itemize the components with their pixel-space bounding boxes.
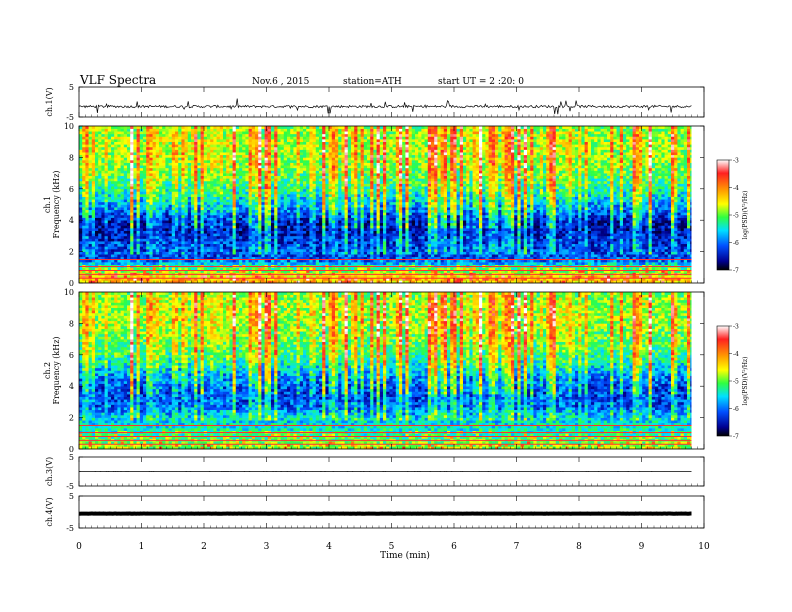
x-tick-label: 10 [698,542,710,552]
x-axis-label: Time (min) [380,550,430,561]
start-time-label: start UT = 2 :20: 0 [438,77,524,87]
colorbar-ch2-gradient [717,326,729,436]
ch1-spectrogram-ytick-label: 0 [69,279,74,288]
ch1-waveform-ytick-label: -5 [66,113,74,122]
colorbar-tick-label: -7 [733,434,739,441]
colorbar-tick-label: -7 [733,268,739,275]
colorbar-tick-label: -4 [733,185,739,192]
panel-ch1-spectrogram: 0 2 4 6 8 10 ch.1 Frequency (kHz) [43,122,704,288]
ch4-waveform-ytick-label: 5 [69,492,74,501]
ch1-waveform-ylabel: ch.1(V) [45,87,54,116]
ch1-waveform-ytick-label: 5 [69,83,74,92]
ch2-spectrogram-ylabel: Frequency (kHz) [52,336,61,404]
colorbar-ch1-gradient [717,160,729,270]
ch3-waveform-ytick-label: -5 [66,482,74,491]
ch1-spectrogram-channel-label: ch.1 [43,196,52,213]
ch1-spectrogram-empty-region [692,126,705,283]
x-tick-label: 4 [326,542,332,552]
date-label: Nov.6 , 2015 [252,77,310,87]
colorbar-tick-label: -4 [733,351,739,358]
ch3-waveform-ytick-label: 5 [69,453,74,462]
x-tick-label: 5 [389,542,395,552]
colorbar-ch1: log(PSD)(V²/Hz) -3 -4 -5 -6 -7 [717,158,749,275]
ch1-spectrogram-ylabel: Frequency (kHz) [52,170,61,238]
panel-ch4-waveform: 5 -5 ch.4(V) [45,492,704,533]
colorbar-tick-label: -5 [733,379,739,386]
ch4-waveform-ylabel: ch.4(V) [45,497,54,526]
x-tick-label: 9 [639,542,645,552]
colorbar-tick-label: -6 [733,406,739,413]
x-tick-label: 2 [201,542,207,552]
x-tick-label: 1 [139,542,145,552]
x-tick-label: 8 [576,542,582,552]
colorbar-tick-label: -3 [733,324,739,331]
ch2-spectrogram-ytick-label: 6 [69,351,74,360]
ch1-spectrogram-ytick-label: 8 [69,153,74,162]
ch1-waveform-trace [79,99,692,115]
ch4-waveform-ytick-label: -5 [66,524,74,533]
station-label: station=ATH [343,77,402,87]
ch1-spectrogram-ytick-label: 6 [69,185,74,194]
ch1-spectrogram-ytick-label: 2 [69,248,74,257]
ch2-spectrogram-ytick-label: 10 [64,288,74,297]
figure-title: VLF Spectra [79,73,156,87]
ch2-spectrogram-ytick-label: 2 [69,414,74,423]
ch2-spectrogram-empty-region [692,292,705,449]
colorbar-ch2: log(PSD)(V²/Hz) -3 -4 -5 -6 -7 [717,324,749,441]
x-tick-label: 6 [451,542,457,552]
x-tick-label: 0 [76,542,82,552]
ch1-spectrogram-ytick-label: 10 [64,122,74,131]
ch1-spectrogram-ytick-label: 4 [69,216,74,225]
x-tick-label: 7 [514,542,520,552]
vlf-spectra-figure: VLF Spectra Nov.6 , 2015 station=ATH sta… [0,0,792,612]
x-tick-label: 3 [264,542,270,552]
ch3-waveform-ylabel: ch.3(V) [45,457,54,486]
colorbar-tick-label: -3 [733,158,739,165]
ch2-spectrogram-ytick-label: 4 [69,382,74,391]
panel-ch3-waveform: 5 -5 ch.3(V) [45,453,704,491]
panel-ch1-waveform: 5 -5 ch.1(V) [45,83,704,122]
ch2-spectrogram-channel-label: ch.2 [43,362,52,379]
ch2-spectrogram-ytick-label: 8 [69,319,74,328]
colorbar-ch1-label: log(PSD)(V²/Hz) [742,191,749,240]
colorbar-tick-label: -6 [733,240,739,247]
colorbar-tick-label: -5 [733,213,739,220]
colorbar-ch2-label: log(PSD)(V²/Hz) [742,357,749,406]
